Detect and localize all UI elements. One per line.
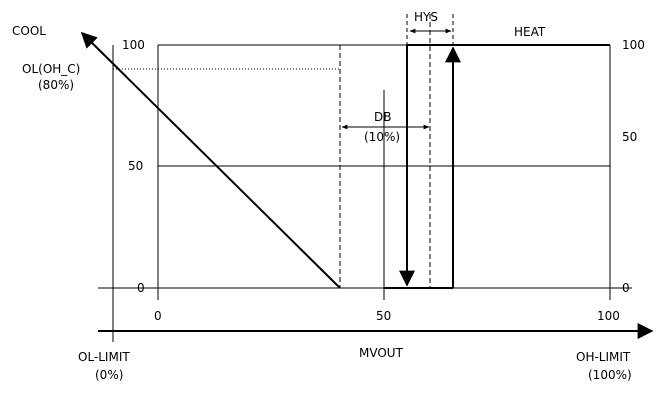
mvout-label: MVOUT	[359, 346, 404, 360]
oh-limit-label: OH-LIMIT	[576, 350, 631, 364]
ol-value-label: (80%)	[38, 78, 74, 92]
left-tick-0: 0	[137, 281, 145, 295]
x-tick-50: 50	[376, 309, 391, 323]
heat-label: HEAT	[514, 25, 546, 39]
hys-label: HYS	[414, 10, 438, 24]
cool-label: COOL	[12, 24, 46, 38]
ol-limit-pct-label: (0%)	[95, 368, 123, 382]
db-name-label: DB	[374, 110, 391, 124]
right-tick-0: 0	[622, 281, 630, 295]
right-tick-50: 50	[622, 130, 637, 144]
x-tick-0: 0	[154, 309, 162, 323]
cool-output-line	[80, 31, 341, 289]
x-tick-100: 100	[597, 309, 620, 323]
left-tick-50: 50	[128, 159, 143, 173]
oh-limit-pct-label: (100%)	[588, 368, 632, 382]
ol-limit-label: OL-LIMIT	[78, 350, 130, 364]
left-tick-100: 100	[122, 38, 145, 52]
right-tick-100: 100	[622, 38, 645, 52]
db-value-label: (10%)	[364, 130, 400, 144]
ol-name-label: OL(OH_C)	[22, 62, 80, 76]
